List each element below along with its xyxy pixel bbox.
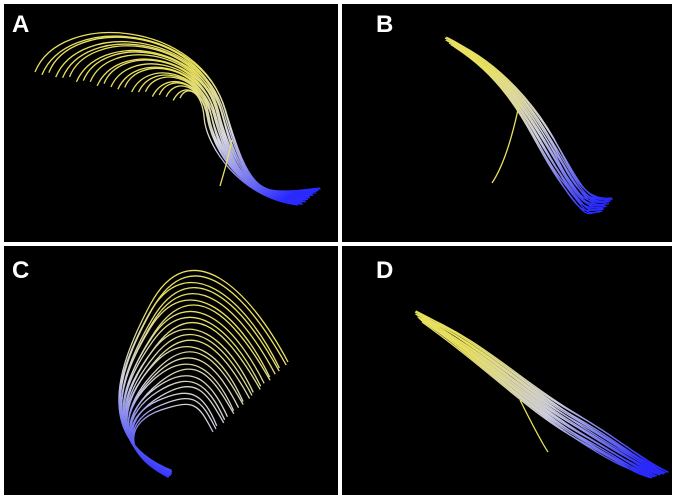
panel-bg [342, 4, 672, 242]
panel-bg [4, 246, 338, 495]
panel-bg [4, 4, 338, 242]
panel-label: B [376, 11, 393, 38]
panel-label: C [12, 257, 29, 284]
page: {"panels": [{"label": "A"}, {"label": "B… [0, 0, 676, 499]
figure: A B C D [0, 0, 676, 499]
panel-label: A [12, 11, 29, 38]
panel-label: D [376, 257, 393, 284]
